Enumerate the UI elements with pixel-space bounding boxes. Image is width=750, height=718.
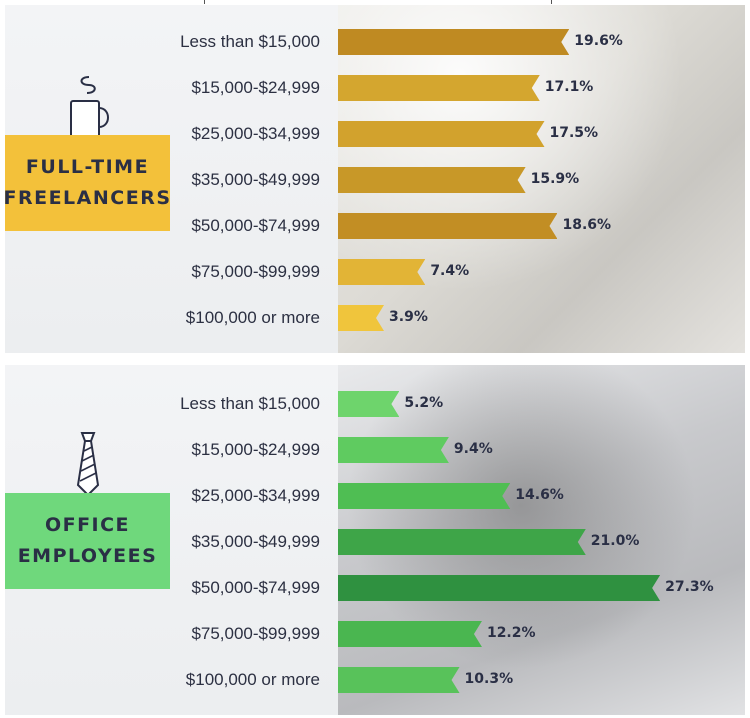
freelancers-category-label: $15,000-$24,999 bbox=[191, 78, 320, 97]
necktie-icon bbox=[76, 432, 100, 497]
freelancers-bar bbox=[338, 29, 569, 55]
office-bar bbox=[338, 667, 460, 693]
office-category-label: $75,000-$99,999 bbox=[191, 624, 320, 643]
office-category-label: $25,000-$34,999 bbox=[191, 486, 320, 505]
freelancers-value-label: 19.6% bbox=[574, 33, 623, 49]
office-category-label: $50,000-$74,999 bbox=[191, 578, 320, 597]
freelancers-title-line-2: FREELANCERS bbox=[5, 187, 172, 209]
office-category-label: Less than $15,000 bbox=[180, 394, 320, 413]
office-bar bbox=[338, 391, 399, 417]
freelancers-title-line-1: FULL-TIME bbox=[25, 156, 150, 178]
office-value-label: 9.4% bbox=[453, 441, 493, 457]
office-bar bbox=[338, 483, 510, 509]
freelancers-value-label: 18.6% bbox=[562, 217, 612, 233]
freelancers-bar bbox=[338, 259, 425, 285]
office-bar bbox=[338, 621, 482, 647]
freelancers-category-label: $50,000-$74,999 bbox=[191, 216, 320, 235]
freelancers-value-label: 17.1% bbox=[544, 79, 594, 95]
freelancers-category-label: $25,000-$34,999 bbox=[191, 124, 320, 143]
freelancers-bar bbox=[338, 75, 540, 101]
office-value-label: 10.3% bbox=[464, 671, 514, 687]
office-bar bbox=[338, 437, 449, 463]
freelancers-panel: FULL-TIME FREELANCERS Less than $15,000 1… bbox=[5, 5, 745, 353]
office-category-label: $100,000 or more bbox=[185, 670, 320, 689]
freelancers-bar bbox=[338, 167, 526, 193]
office-value-label: 5.2% bbox=[404, 395, 444, 411]
freelancers-category-label: $35,000-$49,999 bbox=[191, 170, 320, 189]
office-title-line-1: OFFICE bbox=[44, 514, 131, 536]
freelancers-category-label: Less than $15,000 bbox=[180, 32, 320, 51]
freelancers-title: FULL-TIME FREELANCERS bbox=[5, 135, 170, 231]
office-bar bbox=[338, 529, 586, 555]
freelancers-bar bbox=[338, 121, 545, 147]
freelancers-category-label: $75,000-$99,999 bbox=[191, 262, 320, 281]
top-tick-right bbox=[551, 0, 552, 4]
freelancers-bar bbox=[338, 213, 557, 239]
office-title-line-2: EMPLOYEES bbox=[17, 545, 158, 567]
office-value-label: 14.6% bbox=[515, 487, 564, 503]
office-category-label: $15,000-$24,999 bbox=[191, 440, 320, 459]
top-tick-left bbox=[204, 0, 205, 4]
office-category-label: $35,000-$49,999 bbox=[191, 532, 320, 551]
office-bar bbox=[338, 575, 660, 601]
freelancers-value-label: 3.9% bbox=[389, 309, 428, 325]
office-value-label: 21.0% bbox=[590, 533, 640, 549]
office-value-label: 27.3% bbox=[665, 579, 714, 595]
office-value-label: 12.2% bbox=[486, 625, 536, 641]
freelancers-value-label: 17.5% bbox=[549, 125, 599, 141]
office-panel: OFFICE EMPLOYEES Less than $15,000 5.2% $1… bbox=[5, 365, 745, 715]
office-title: OFFICE EMPLOYEES bbox=[5, 493, 170, 589]
freelancers-value-label: 7.4% bbox=[430, 263, 470, 279]
freelancers-value-label: 15.9% bbox=[530, 171, 580, 187]
freelancers-category-label: $100,000 or more bbox=[185, 308, 320, 327]
